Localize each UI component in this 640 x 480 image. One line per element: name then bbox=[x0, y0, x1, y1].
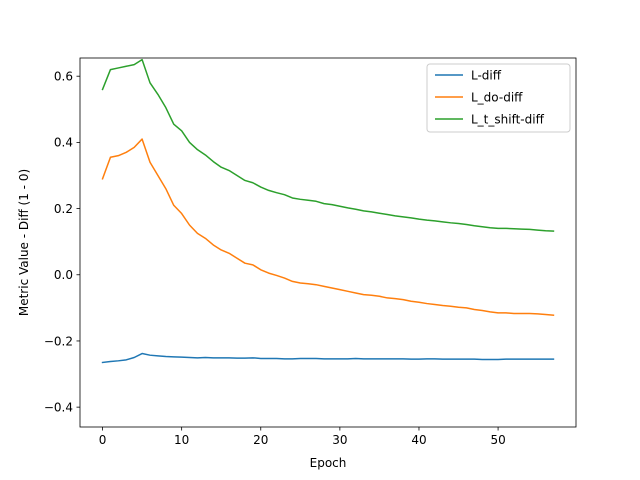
x-tick-label: 0 bbox=[99, 433, 107, 447]
y-tick-label: −0.2 bbox=[44, 334, 73, 348]
x-tick-label: 20 bbox=[253, 433, 268, 447]
y-axis-label: Metric Value - Diff (1 - 0) bbox=[17, 169, 31, 316]
series-line-0 bbox=[101, 352, 555, 364]
x-tick-label: 10 bbox=[174, 433, 189, 447]
y-tick-label: 0.6 bbox=[54, 70, 73, 84]
legend-label: L_t_shift-diff bbox=[471, 112, 545, 126]
x-axis-ticks: 0 10 20 30 40 50 bbox=[99, 427, 506, 447]
x-tick-label: 50 bbox=[490, 433, 505, 447]
series-line-2 bbox=[101, 58, 555, 232]
legend-label: L-diff bbox=[471, 68, 502, 82]
x-tick-label: 40 bbox=[411, 433, 426, 447]
legend-label: L_do-diff bbox=[471, 90, 523, 104]
legend-box bbox=[426, 63, 571, 133]
plot-frame bbox=[79, 57, 577, 428]
y-tick-label: 0.0 bbox=[54, 268, 73, 282]
x-tick-label: 30 bbox=[332, 433, 347, 447]
y-tick-label: 0.2 bbox=[54, 202, 73, 216]
y-axis-ticks: −0.4 −0.2 0.0 0.2 0.4 0.6 bbox=[44, 70, 80, 414]
y-tick-label: 0.4 bbox=[54, 136, 73, 150]
x-axis-label: Epoch bbox=[310, 456, 347, 470]
series-line-1 bbox=[101, 138, 555, 316]
legend: L-diff L_do-diff L_t_shift-diff bbox=[426, 63, 571, 133]
series-lines bbox=[101, 58, 555, 364]
y-tick-label: −0.4 bbox=[44, 400, 73, 414]
